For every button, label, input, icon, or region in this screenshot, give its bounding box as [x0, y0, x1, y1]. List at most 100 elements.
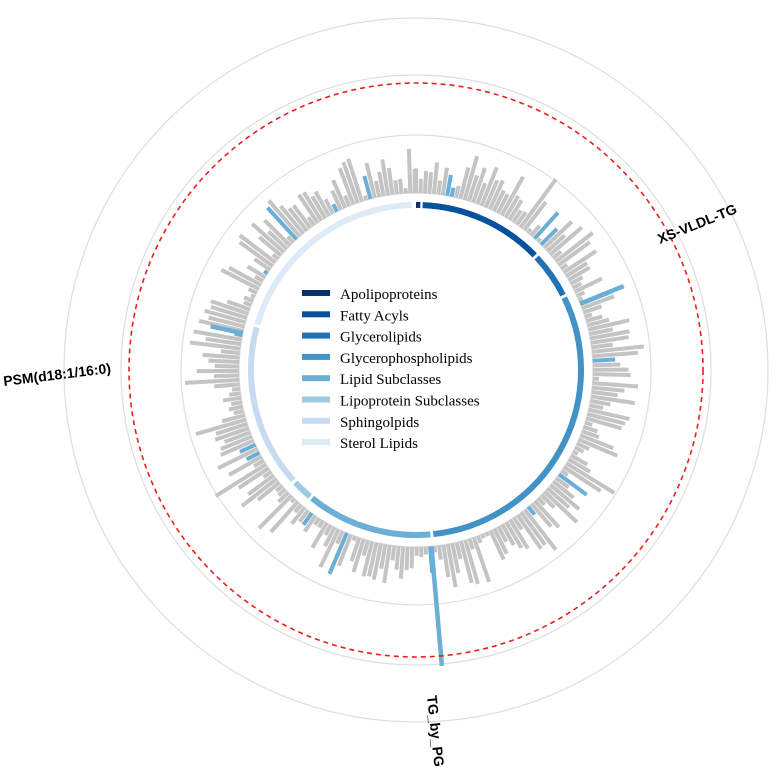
- feature-bar: [292, 204, 312, 230]
- feature-bar: [327, 532, 349, 575]
- feature-bar: [263, 218, 292, 248]
- feature-bar: [458, 166, 471, 200]
- feature-bar: [269, 500, 300, 534]
- feature-bar: [540, 493, 556, 510]
- feature-bar: [250, 222, 286, 254]
- feature-bar: [533, 499, 561, 529]
- feature-bar: [557, 472, 588, 497]
- feature-bar: [394, 545, 401, 570]
- feature-bar: [574, 445, 585, 454]
- feature-bar: [519, 177, 558, 229]
- feature-bar: [592, 350, 639, 359]
- legend-label: Sterol Lipids: [340, 436, 418, 452]
- feature-bar: [237, 466, 270, 490]
- feature-bar: [584, 420, 593, 427]
- feature-bar: [463, 539, 480, 585]
- feature-bar: [253, 274, 264, 283]
- feature-bar: [508, 518, 530, 550]
- threshold-ring: [128, 82, 704, 658]
- feature-bar: [279, 204, 305, 235]
- feature-callouts: XS-VLDL-TG PSM(d18:1/16:0) TG_by_PG: [2, 200, 739, 767]
- feature-bar: [219, 438, 255, 457]
- feature-bar: [330, 189, 343, 211]
- legend-label: Glycerophospholipids: [340, 351, 473, 367]
- feature-bar: [552, 479, 575, 500]
- feature-bar: [390, 545, 397, 561]
- feature-bar: [331, 179, 347, 209]
- feature-bar: [530, 502, 553, 528]
- feature-bar: [454, 541, 463, 560]
- callout-label: XS-VLDL-TG: [655, 200, 739, 246]
- feature-bar: [496, 525, 509, 543]
- feature-bar: [214, 426, 250, 442]
- legend-swatch: [302, 396, 330, 403]
- feature-bar: [536, 237, 543, 243]
- feature-bar: [406, 148, 413, 194]
- feature-bar: [210, 304, 248, 320]
- feature-bar: [289, 497, 297, 504]
- feature-bar: [377, 171, 386, 197]
- feature-bar: [290, 506, 307, 525]
- feature-bar: [310, 521, 329, 549]
- feature-bar: [202, 352, 240, 360]
- feature-bar: [572, 449, 579, 456]
- highlighted-bar: [429, 546, 445, 667]
- feature-bar: [467, 538, 475, 550]
- feature-bar: [588, 327, 614, 337]
- feature-bar: [243, 295, 254, 303]
- feature-bar: [238, 240, 274, 268]
- feature-bar: [581, 294, 615, 311]
- feature-bar: [591, 390, 618, 398]
- feature-bar: [226, 299, 251, 312]
- feature-bar: [271, 253, 280, 261]
- feature-bar: [590, 335, 630, 345]
- feature-bar: [364, 162, 377, 199]
- feature-bar: [286, 235, 295, 244]
- feature-bar: [515, 210, 528, 226]
- feature-bar: [587, 318, 630, 332]
- feature-bar: [476, 535, 483, 544]
- highlighted-bar: [579, 284, 625, 306]
- feature-bar: [591, 342, 614, 350]
- feature-bar: [492, 527, 509, 555]
- feature-bar: [217, 446, 259, 471]
- feature-bar: [317, 519, 325, 529]
- feature-bar: [195, 417, 247, 437]
- feature-bar: [475, 182, 488, 205]
- feature-bar: [543, 490, 579, 524]
- legend-swatch: [302, 375, 330, 382]
- feature-bar: [555, 476, 570, 490]
- class-ring-segment: [248, 326, 296, 483]
- feature-bar: [220, 268, 260, 291]
- feature-bar: [184, 377, 240, 385]
- feature-bar: [262, 470, 273, 479]
- legend: Apolipoproteins Fatty Acyls Glycerolipids G…: [302, 287, 480, 452]
- feature-bar: [227, 454, 263, 477]
- legend-swatch: [302, 332, 330, 339]
- feature-bar: [341, 161, 360, 204]
- feature-bar: [214, 462, 268, 498]
- grid-ring: [63, 17, 769, 723]
- feature-bar: [223, 430, 252, 444]
- feature-bar: [361, 539, 370, 557]
- feature-bar: [337, 167, 356, 206]
- legend-label: Apolipoproteins: [340, 287, 438, 303]
- feature-bar: [519, 511, 547, 546]
- legend-label: Lipoprotein Subclasses: [340, 394, 480, 410]
- feature-bar: [578, 437, 619, 458]
- feature-bar: [585, 416, 622, 431]
- feature-bar: [545, 233, 567, 253]
- feature-bar: [210, 299, 249, 316]
- feature-bar: [382, 544, 392, 584]
- feature-bar: [592, 381, 639, 389]
- feature-bar: [567, 265, 591, 282]
- feature-bar: [549, 483, 581, 511]
- feature-bar: [512, 516, 524, 531]
- feature-bar: [480, 533, 486, 539]
- feature-bar: [231, 386, 241, 392]
- feature-bar: [436, 180, 443, 195]
- feature-bar: [253, 458, 265, 469]
- feature-bar: [445, 543, 458, 588]
- feature-bar: [440, 167, 449, 196]
- feature-bar: [542, 220, 574, 250]
